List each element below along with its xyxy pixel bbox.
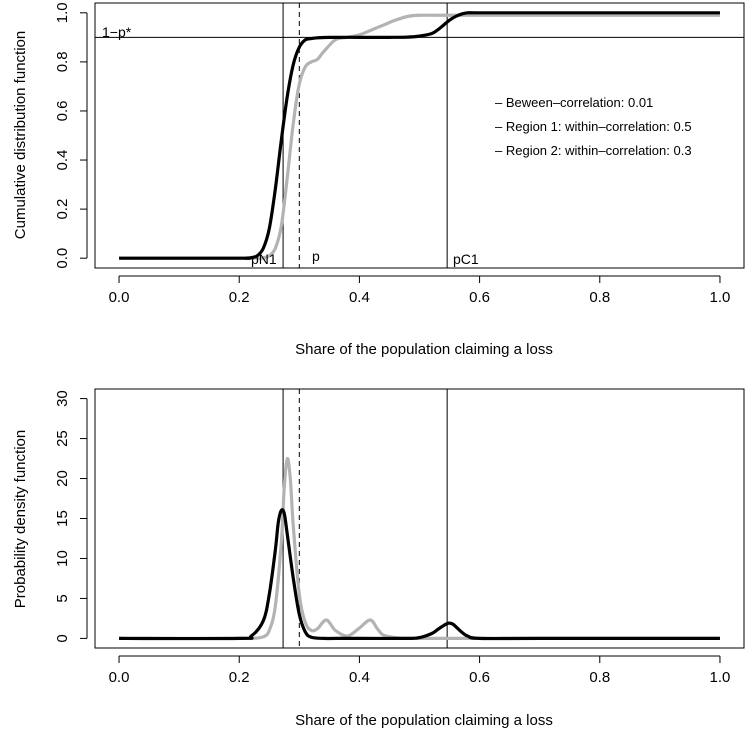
cdf-label-1-p-star: 1−p*: [102, 24, 132, 40]
cdf-x-ticks: 0.0 0.2 0.4 0.6 0.8 1.0: [109, 275, 731, 306]
pdf-x-tick-label: 0.8: [589, 669, 610, 686]
cdf-label-pN1: pN1: [251, 251, 277, 267]
pdf-y-tick-label: 5: [54, 594, 71, 602]
pdf-y-ticks: 0 5 10 15 20 25 30: [54, 390, 88, 643]
pdf-x-tick-label: 0.2: [229, 669, 250, 686]
cdf-x-tick-label: 0.6: [469, 289, 490, 306]
pdf-x-ticks: 0.0 0.2 0.4 0.6 0.8 1.0: [109, 655, 731, 686]
pdf-y-tick-label: 0: [54, 634, 71, 642]
cdf-x-tick-label: 0.4: [349, 289, 370, 306]
cdf-label-p: p: [312, 248, 320, 264]
cdf-label-pC1: pC1: [453, 251, 479, 267]
cdf-y-tick-label: 1.0: [54, 2, 71, 23]
cdf-y-tick-label: 0.4: [54, 150, 71, 171]
pdf-series: [119, 456, 720, 641]
pdf-black-series-line: [119, 508, 720, 641]
cdf-legend: – Beween–correlation: 0.01 – Region 1: w…: [495, 95, 692, 158]
pdf-panel: Probability density function Share of th…: [12, 388, 745, 729]
pdf-reference-lines: [282, 389, 448, 648]
cdf-y-ticks: 0.0 0.2 0.4 0.6 0.8 1.0: [54, 2, 88, 269]
pdf-y-tick-label: 25: [54, 430, 71, 447]
cdf-y-tick-label: 0.6: [54, 101, 71, 122]
cdf-gray-series-line: [119, 13, 720, 260]
cdf-panel: Cumulative distribution function Share o…: [12, 2, 745, 358]
cdf-reference-lines: [95, 3, 744, 268]
cdf-x-axis-label: Share of the population claiming a loss: [295, 341, 553, 358]
pdf-x-tick-label: 1.0: [710, 669, 731, 686]
legend-item-region-1: – Region 1: within–correlation: 0.5: [495, 119, 692, 134]
cdf-x-tick-label: 1.0: [710, 289, 731, 306]
pdf-y-axis-label: Probability density function: [12, 430, 29, 608]
cdf-series: [119, 11, 720, 260]
pdf-x-tick-label: 0.4: [349, 669, 370, 686]
cdf-y-tick-label: 0.2: [54, 199, 71, 220]
pdf-x-tick-label: 0.0: [109, 669, 130, 686]
cdf-x-tick-label: 0.0: [109, 289, 130, 306]
cdf-y-tick-label: 0.8: [54, 51, 71, 72]
cdf-x-tick-label: 0.2: [229, 289, 250, 306]
pdf-y-tick-label: 10: [54, 550, 71, 567]
pdf-plot-frame: [94, 388, 745, 649]
pdf-x-axis-label: Share of the population claiming a loss: [295, 712, 553, 729]
pdf-y-tick-label: 20: [54, 470, 71, 487]
pdf-gray-series-line: [119, 456, 720, 641]
pdf-y-tick-label: 30: [54, 390, 71, 407]
legend-item-between-correlation: – Beween–correlation: 0.01: [495, 95, 653, 110]
cdf-y-axis-label: Cumulative distribution function: [12, 31, 29, 239]
legend-item-region-2: – Region 2: within–correlation: 0.3: [495, 143, 692, 158]
cdf-black-series-line: [119, 11, 720, 260]
cdf-x-tick-label: 0.8: [589, 289, 610, 306]
pdf-x-tick-label: 0.6: [469, 669, 490, 686]
cdf-y-tick-label: 0.0: [54, 248, 71, 269]
pdf-y-tick-label: 15: [54, 510, 71, 527]
cdf-plot-frame: [94, 2, 745, 269]
